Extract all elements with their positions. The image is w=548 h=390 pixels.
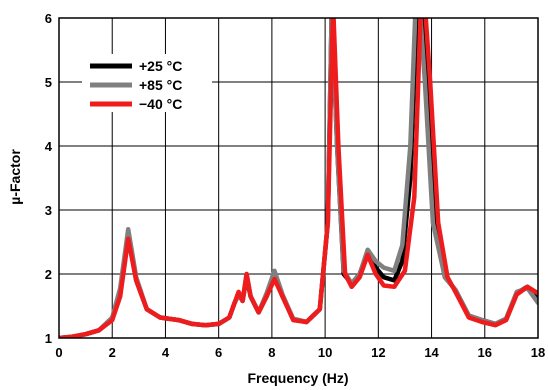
y-tick-label: 4 [45, 139, 53, 154]
x-tick-label: 2 [109, 345, 116, 360]
y-tick-label: 5 [45, 75, 52, 90]
x-tick-label: 12 [371, 345, 385, 360]
plot-frame [58, 17, 539, 339]
y-tick-label: 1 [45, 331, 52, 346]
legend-label-1: +85 °C [139, 77, 182, 93]
x-tick-label: 0 [55, 345, 62, 360]
y-tick-label: 3 [45, 203, 52, 218]
y-tick-labels: 1 2 3 4 5 6 [45, 11, 53, 346]
x-tick-label: 8 [268, 345, 275, 360]
x-tick-label: 16 [478, 345, 492, 360]
legend-label-2: −40 °C [139, 96, 182, 112]
x-tick-label: 4 [162, 345, 170, 360]
legend: +25 °C +85 °C −40 °C [82, 54, 212, 112]
legend-label-0: +25 °C [139, 58, 182, 74]
x-tick-label: 10 [318, 345, 332, 360]
x-tick-label: 6 [215, 345, 222, 360]
x-tick-label: 14 [424, 345, 439, 360]
x-tick-labels: 0 2 4 6 8 10 12 14 16 18 [55, 345, 545, 360]
series-line-2 [59, 18, 538, 338]
series-lines [59, 18, 538, 338]
y-axis-title: µ-Factor [7, 149, 23, 205]
x-axis-title: Frequency (Hz) [247, 370, 348, 386]
y-tick-label: 2 [45, 267, 52, 282]
y-tick-label: 6 [45, 11, 52, 26]
x-tick-label: 18 [531, 345, 545, 360]
